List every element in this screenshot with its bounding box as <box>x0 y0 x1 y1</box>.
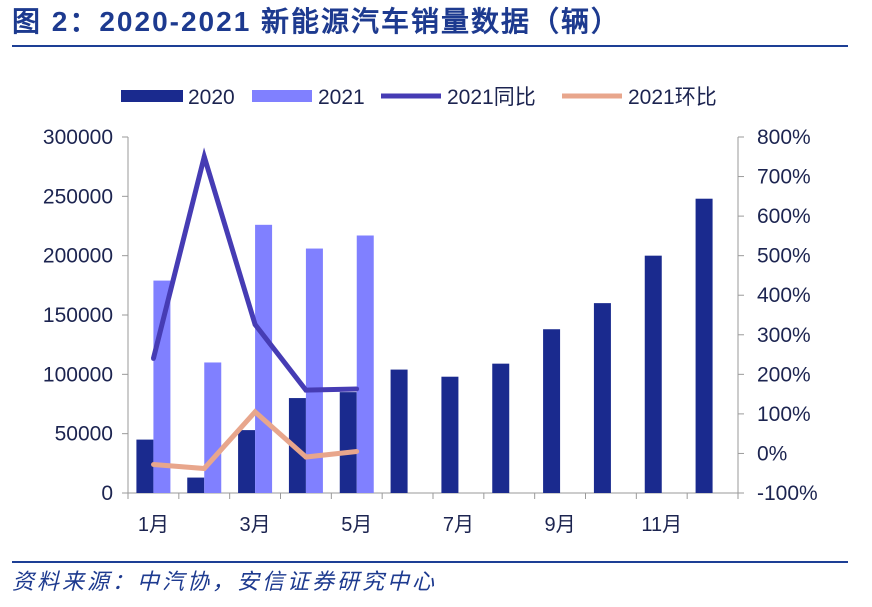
right-axis-tick-label: 800% <box>757 126 811 149</box>
legend: 2020 2021 2021同比 2021环比 <box>121 86 717 109</box>
bar-series-0-month-5 <box>339 392 357 493</box>
right-axis-tick-label: 200% <box>757 363 811 386</box>
bar-series-1-month-3 <box>255 224 273 493</box>
x-axis-tick-label: 9月 <box>545 514 576 536</box>
bar-series-0-month-11 <box>644 255 662 493</box>
line-point-series-2-month-4 <box>303 387 309 393</box>
line-point-series-2-month-2 <box>201 154 207 160</box>
bar-series-1-month-1 <box>153 280 171 493</box>
bar-series-1-month-5 <box>356 235 374 493</box>
line-point-series-3-month-4 <box>303 454 309 460</box>
right-axis-tick-label: 600% <box>757 205 811 228</box>
left-axis-tick-label: 50000 <box>55 423 113 446</box>
left-axis-labels: 0 50000 100000 150000 200000 250000 300000 <box>43 126 113 505</box>
right-axis-tick-label: 100% <box>757 403 811 426</box>
bar-series-0-month-1 <box>136 439 154 493</box>
bars-layer <box>136 198 713 493</box>
x-axis-tick-label: 7月 <box>443 514 474 536</box>
right-axis-tick-label: 0% <box>757 442 787 465</box>
x-axis-tick-label: 5月 <box>341 514 372 536</box>
line-point-series-2-month-1 <box>151 356 156 361</box>
legend-label-series-1: 2021 <box>318 86 365 109</box>
left-axis-tick-label: 250000 <box>43 185 113 208</box>
right-axis-tick-label: 700% <box>757 166 811 189</box>
right-axis-tick-label: 300% <box>757 324 811 347</box>
x-axis-tick-label: 11月 <box>641 514 682 536</box>
bar-series-1-month-2 <box>204 362 222 493</box>
line-point-series-2-month-5 <box>354 386 360 392</box>
line-point-series-2-month-3 <box>252 322 258 327</box>
bar-series-0-month-9 <box>543 329 561 493</box>
legend-swatch-series-0 <box>121 90 183 102</box>
legend-label-series-0: 2020 <box>188 86 235 109</box>
bar-series-0-month-6 <box>390 369 408 493</box>
line-point-series-3-month-3 <box>252 409 258 415</box>
left-axis-tick-label: 0 <box>101 482 113 505</box>
right-axis-tick-label: 500% <box>757 245 811 268</box>
x-axis-tick-label: 1月 <box>138 514 169 536</box>
chart-title: 2020-2021 新能源汽车销量数据（辆） <box>99 6 622 37</box>
x-axis-labels: 1月 3月 5月 7月 9月 11月 <box>138 514 682 536</box>
line-point-series-3-month-5 <box>354 449 360 454</box>
bar-series-1-month-4 <box>305 248 323 493</box>
x-axis-tick-label: 3月 <box>240 514 271 536</box>
legend-label-series-2: 2021同比 <box>447 86 536 109</box>
line-point-series-3-month-2 <box>201 466 207 471</box>
source-note: 资料来源：中汽协，安信证券研究中心 <box>12 569 438 594</box>
right-axis-labels: -100% 0% 100% 200% 300% 400% 500% 600% 700% 800% <box>757 126 818 505</box>
legend-label-series-3: 2021环比 <box>628 86 717 109</box>
title-divider <box>12 45 848 47</box>
left-axis-tick-label: 100000 <box>43 363 113 386</box>
figure-label: 图 2： <box>12 6 100 37</box>
bar-series-0-month-7 <box>441 376 459 493</box>
bar-series-0-month-3 <box>238 430 256 493</box>
left-axis-tick-label: 200000 <box>43 245 113 268</box>
left-axis-tick-label: 300000 <box>43 126 113 149</box>
source-divider <box>12 561 848 563</box>
right-axis-tick-label: -100% <box>757 482 818 505</box>
bar-series-0-month-2 <box>187 477 205 493</box>
page-title: 图 2：2020-2021 新能源汽车销量数据（辆） <box>12 5 621 39</box>
left-axis-tick-label: 150000 <box>43 304 113 327</box>
legend-swatch-series-1 <box>252 90 312 102</box>
lines-layer <box>150 147 360 472</box>
bar-series-0-month-10 <box>593 303 611 493</box>
axes <box>122 136 744 499</box>
bar-series-0-month-12 <box>695 198 713 493</box>
bar-series-0-month-4 <box>288 398 306 493</box>
bar-series-0-month-8 <box>492 363 510 493</box>
line-point-series-3-month-1 <box>151 462 156 467</box>
right-axis-tick-label: 400% <box>757 284 811 307</box>
